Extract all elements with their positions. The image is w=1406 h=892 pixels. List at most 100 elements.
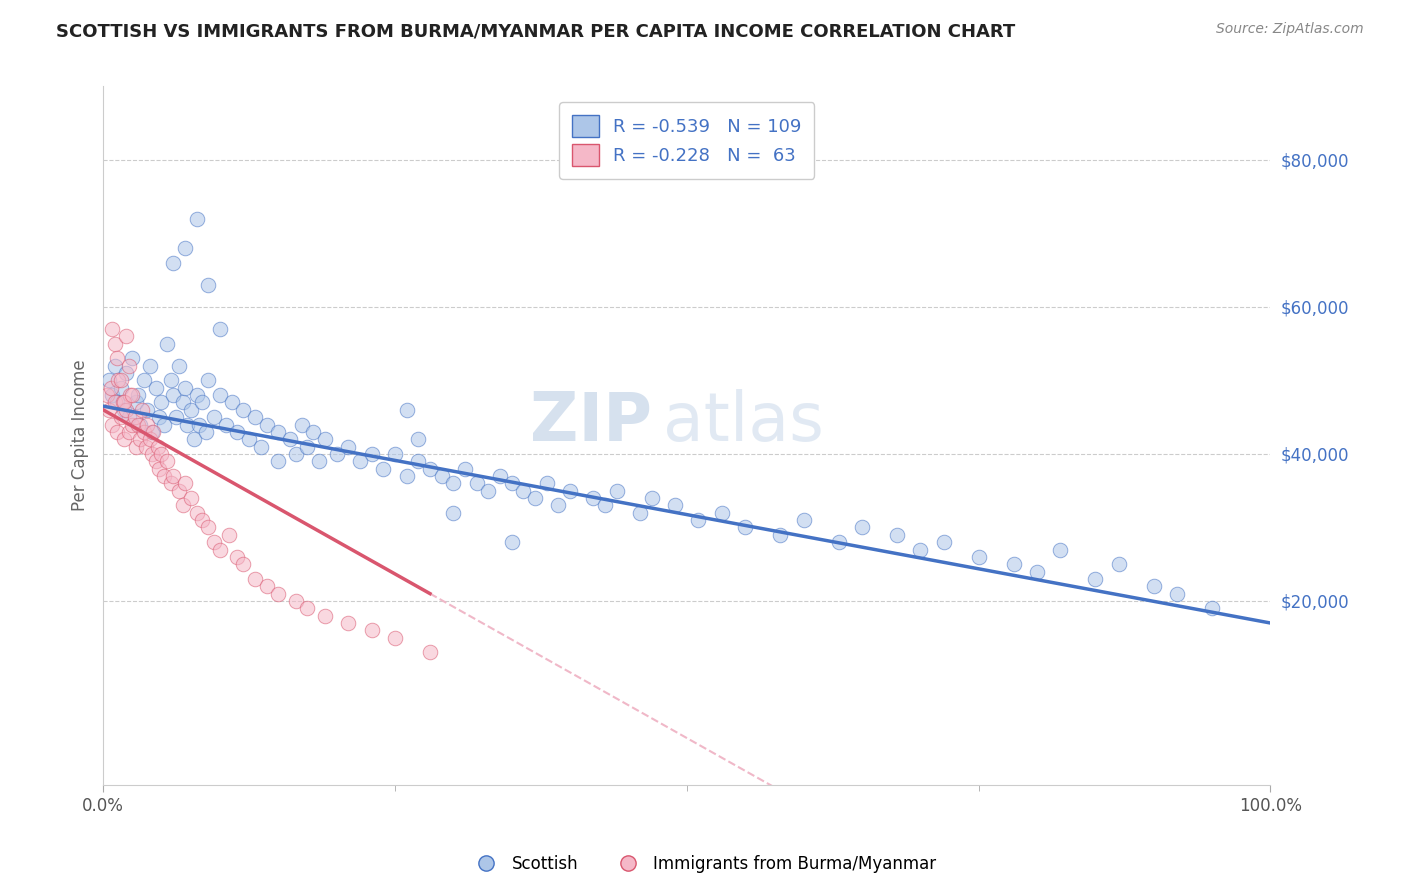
Point <box>104 359 127 373</box>
Point <box>208 388 231 402</box>
Point <box>150 395 173 409</box>
Point <box>145 381 167 395</box>
Point <box>582 491 605 505</box>
Point <box>851 520 873 534</box>
Point <box>101 417 124 432</box>
Point <box>232 402 254 417</box>
Point <box>172 395 194 409</box>
Text: atlas: atlas <box>664 389 824 455</box>
Point <box>165 410 187 425</box>
Point <box>408 432 430 446</box>
Point <box>238 432 260 446</box>
Point <box>197 520 219 534</box>
Point <box>886 528 908 542</box>
Point <box>127 388 149 402</box>
Point <box>98 373 121 387</box>
Point <box>150 447 173 461</box>
Point <box>141 425 163 439</box>
Point <box>172 499 194 513</box>
Point <box>118 388 141 402</box>
Point <box>1166 586 1188 600</box>
Point <box>1201 601 1223 615</box>
Point <box>125 440 148 454</box>
Point <box>710 506 733 520</box>
Point <box>208 542 231 557</box>
Text: SCOTTISH VS IMMIGRANTS FROM BURMA/MYANMAR PER CAPITA INCOME CORRELATION CHART: SCOTTISH VS IMMIGRANTS FROM BURMA/MYANMA… <box>56 22 1015 40</box>
Point <box>180 491 202 505</box>
Point <box>384 447 406 461</box>
Point <box>112 395 135 409</box>
Point <box>141 447 163 461</box>
Point <box>827 535 849 549</box>
Point <box>465 476 488 491</box>
Point <box>384 631 406 645</box>
Point <box>441 476 464 491</box>
Point <box>186 388 208 402</box>
Point <box>173 241 195 255</box>
Point <box>226 425 249 439</box>
Point <box>125 395 148 409</box>
Point <box>156 336 179 351</box>
Point <box>110 381 132 395</box>
Point <box>477 483 499 498</box>
Point <box>167 359 190 373</box>
Point <box>932 535 955 549</box>
Point <box>167 483 190 498</box>
Point <box>267 425 290 439</box>
Point <box>110 410 132 425</box>
Point <box>606 483 628 498</box>
Point <box>267 454 290 468</box>
Point <box>136 402 159 417</box>
Point <box>967 549 990 564</box>
Point <box>112 402 135 417</box>
Point <box>132 373 155 387</box>
Point <box>373 461 395 475</box>
Point <box>256 579 278 593</box>
Point <box>197 373 219 387</box>
Point <box>1108 558 1130 572</box>
Point <box>115 402 138 417</box>
Point <box>105 395 128 409</box>
Point <box>142 425 165 439</box>
Point <box>162 256 184 270</box>
Point <box>118 425 141 439</box>
Point <box>628 506 651 520</box>
Point <box>121 417 143 432</box>
Point <box>641 491 664 505</box>
Point <box>153 469 176 483</box>
Point <box>297 440 319 454</box>
Point <box>395 469 418 483</box>
Point <box>191 395 214 409</box>
Point <box>593 499 616 513</box>
Point <box>314 608 336 623</box>
Point <box>124 410 146 425</box>
Point <box>349 454 371 468</box>
Point <box>183 432 205 446</box>
Point <box>360 447 382 461</box>
Point <box>218 528 240 542</box>
Point <box>197 277 219 292</box>
Text: Source: ZipAtlas.com: Source: ZipAtlas.com <box>1216 22 1364 37</box>
Point <box>101 388 124 402</box>
Point <box>734 520 756 534</box>
Point <box>100 381 122 395</box>
Point <box>101 322 124 336</box>
Point <box>1002 558 1025 572</box>
Point <box>489 469 512 483</box>
Point <box>430 469 453 483</box>
Point <box>395 402 418 417</box>
Point <box>454 461 477 475</box>
Point <box>160 476 183 491</box>
Point <box>769 528 792 542</box>
Point <box>96 388 118 402</box>
Point <box>121 388 143 402</box>
Point <box>191 513 214 527</box>
Point <box>131 402 153 417</box>
Point <box>232 558 254 572</box>
Point <box>337 615 360 630</box>
Point <box>558 483 581 498</box>
Point <box>308 454 330 468</box>
Point <box>419 645 441 659</box>
Point <box>278 432 301 446</box>
Point <box>186 506 208 520</box>
